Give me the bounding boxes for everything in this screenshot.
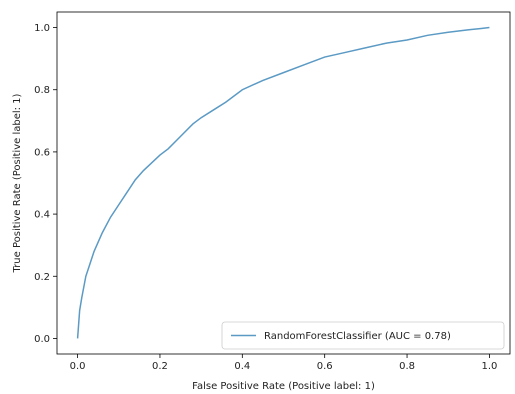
legend-entry-label: RandomForestClassifier (AUC = 0.78) [264,331,451,342]
y-tick-label: 0.2 [34,272,50,283]
y-axis-ticks: 0.0 0.2 0.4 0.6 0.8 1.0 [34,23,57,345]
x-tick-label: 0.2 [152,361,168,372]
x-tick-label: 0.6 [317,361,333,372]
roc-curve [76,26,490,339]
x-tick-label: 1.0 [481,361,497,372]
y-tick-label: 0.6 [34,147,50,158]
x-tick-label: 0.0 [70,361,86,372]
x-tick-label: 0.8 [399,361,415,372]
x-axis-ticks: 0.0 0.2 0.4 0.6 0.8 1.0 [70,354,497,372]
plot-area [56,11,511,355]
y-tick-label: 0.4 [34,210,50,221]
y-tick-label: 0.8 [34,85,50,96]
x-axis-label: False Positive Rate (Positive label: 1) [192,381,375,392]
y-tick-label: 0.0 [34,334,50,345]
y-axis-label: True Positive Rate (Positive label: 1) [12,93,23,273]
x-tick-label: 0.4 [234,361,250,372]
legend: RandomForestClassifier (AUC = 0.78) [221,321,505,350]
legend-box [221,321,505,350]
y-tick-label: 1.0 [34,23,50,34]
